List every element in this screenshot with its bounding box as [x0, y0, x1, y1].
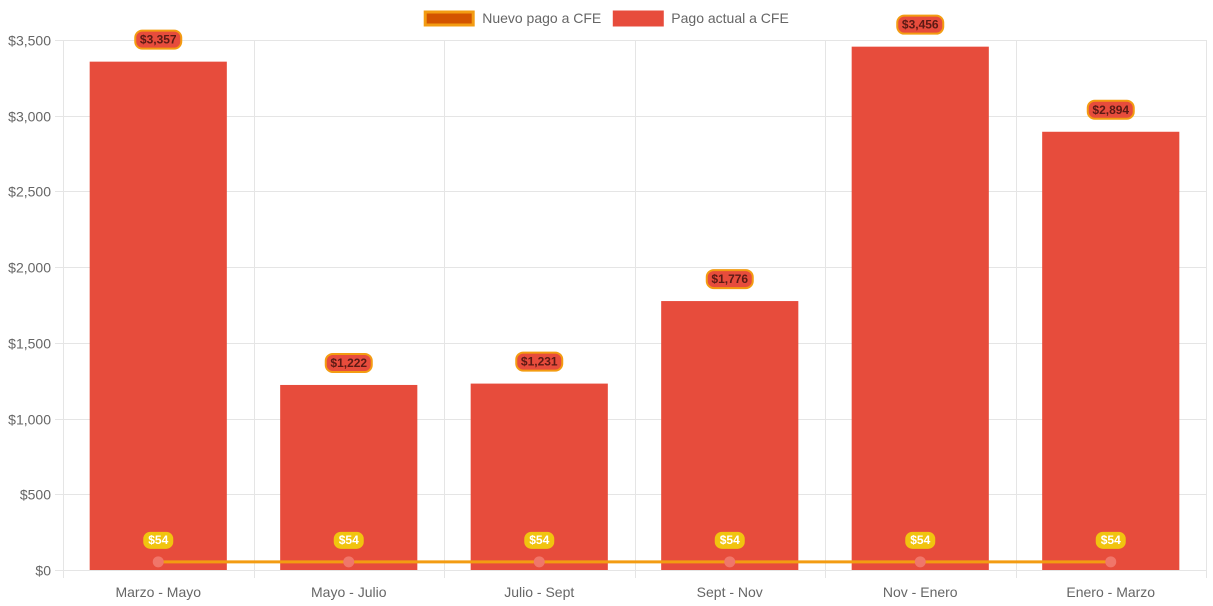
y-tick-label: $1,500 — [8, 336, 51, 352]
line-data-label-badge — [905, 531, 936, 549]
y-tick-label: $2,000 — [8, 260, 51, 276]
line-point[interactable] — [914, 556, 926, 568]
line-data-label-text: $54 — [720, 533, 740, 547]
grid-layer — [55, 40, 1207, 578]
legend-label: Nuevo pago a CFE — [482, 10, 601, 26]
legend: Nuevo pago a CFE Pago actual a CFE — [423, 10, 789, 27]
line-point[interactable] — [152, 556, 164, 568]
y-tick-label: $0 — [35, 563, 51, 579]
bar-data-label-badge — [324, 352, 373, 373]
line-point[interactable] — [343, 556, 355, 568]
x-tick-label: Nov - Enero — [883, 584, 958, 600]
line-data-label-text: $54 — [1101, 533, 1121, 547]
x-tick-label: Marzo - Mayo — [115, 584, 201, 600]
bar[interactable] — [661, 301, 799, 570]
line-data-label: $54 — [143, 531, 174, 549]
legend-label: Pago actual a CFE — [671, 10, 789, 26]
bar-data-label-badge — [705, 269, 754, 290]
bar-data-label-text: $3,357 — [140, 33, 177, 47]
line-data-label-text: $54 — [148, 533, 168, 547]
bar[interactable] — [1042, 131, 1180, 570]
line-data-label-text: $54 — [910, 533, 930, 547]
bar-data-label: $1,776 — [705, 269, 754, 290]
line-point[interactable] — [533, 556, 545, 568]
axis-layer: $0 $500 $1,000 $1,500 $2,000 $2,500 $3,000 $3,5… — [8, 33, 1155, 601]
bar-data-label-text: $1,776 — [711, 272, 748, 286]
line-data-label-badge — [143, 531, 174, 549]
legend-item-nuevo-pago[interactable]: Nuevo pago a CFE — [423, 10, 601, 27]
bars-layer — [89, 46, 1180, 571]
line-data-label: $54 — [905, 531, 936, 549]
bar-data-label-badge — [896, 14, 945, 35]
line-point[interactable] — [724, 556, 736, 568]
line-data-label: $54 — [714, 531, 745, 549]
line-data-label-badge — [714, 531, 745, 549]
bar-data-label: $1,231 — [515, 351, 564, 372]
line-data-label: $54 — [1095, 531, 1126, 549]
line-data-label-badge — [333, 531, 364, 549]
bar-data-label: $3,357 — [134, 29, 183, 50]
x-tick-label: Enero - Marzo — [1066, 584, 1155, 600]
legend-swatch — [423, 10, 475, 27]
legend-swatch — [612, 10, 664, 27]
line-data-label-text: $54 — [339, 533, 359, 547]
y-tick-label: $500 — [20, 487, 51, 503]
bar-data-label: $3,456 — [896, 14, 945, 35]
data-labels-layer: $3,357 $1,222 $1,231 $1,776 $3,456 $2,894 $54 $… — [134, 14, 1135, 549]
line-data-label-badge — [524, 531, 555, 549]
bar-data-label-text: $1,222 — [330, 356, 367, 370]
bar[interactable] — [89, 61, 227, 570]
bar[interactable] — [851, 46, 989, 571]
legend-item-pago-actual[interactable]: Pago actual a CFE — [612, 10, 789, 27]
bar-data-label: $1,222 — [324, 352, 373, 373]
bar-data-label-badge — [1086, 99, 1135, 120]
line-data-label: $54 — [524, 531, 555, 549]
x-tick-label: Sept - Nov — [697, 584, 763, 600]
bar-data-label-badge — [134, 29, 183, 50]
line-point[interactable] — [1105, 556, 1117, 568]
x-tick-label: Julio - Sept — [504, 584, 574, 600]
bar-data-label-badge — [515, 351, 564, 372]
line-data-label-badge — [1095, 531, 1126, 549]
y-tick-label: $1,000 — [8, 412, 51, 428]
x-tick-label: Mayo - Julio — [311, 584, 387, 600]
bar-data-label-text: $1,231 — [521, 355, 558, 369]
bar-data-label: $2,894 — [1086, 99, 1135, 120]
line-data-label-text: $54 — [529, 533, 549, 547]
line-layer — [152, 556, 1117, 568]
y-tick-label: $3,000 — [8, 109, 51, 125]
y-tick-label: $2,500 — [8, 184, 51, 200]
bar-data-label-text: $2,894 — [1092, 103, 1129, 117]
line-data-label: $54 — [333, 531, 364, 549]
y-tick-label: $3,500 — [8, 33, 51, 49]
bar-data-label-text: $3,456 — [902, 18, 939, 32]
